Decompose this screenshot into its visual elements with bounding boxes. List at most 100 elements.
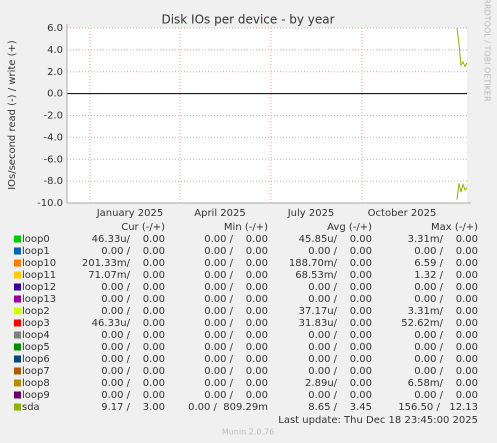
legend-value: 0.00 / 0.00 <box>101 306 165 317</box>
legend-value: 0.00 / 0.00 <box>414 282 478 293</box>
legend-value: 0.00 / 0.00 <box>308 354 372 365</box>
y-tick-label: 6.0 <box>47 23 63 34</box>
legend-value: 0.00 / 0.00 <box>308 330 372 341</box>
legend-swatch <box>14 343 21 351</box>
legend-value: 0.00 / 0.00 <box>204 258 268 269</box>
legend-value: 0.00 / 0.00 <box>204 378 268 389</box>
x-tick-label: January 2025 <box>96 208 164 219</box>
x-tick-label: April 2025 <box>194 208 245 219</box>
series-line <box>456 27 468 68</box>
legend-header: Min (-/+) <box>224 222 268 233</box>
legend-value: 156.50 / 12.13 <box>398 402 478 413</box>
x-tick-label: July 2025 <box>287 208 335 219</box>
legend-value: 0.00 / 0.00 <box>204 246 268 257</box>
legend-value: 0.00 / 0.00 <box>204 354 268 365</box>
last-update: Last update: Thu Dec 18 23:45:00 2025 <box>278 415 478 426</box>
legend-value: 71.07m/ 0.00 <box>88 270 165 281</box>
legend-value: 0.00 / 0.00 <box>308 294 372 305</box>
legend-name: loop13 <box>22 294 56 305</box>
y-tick-label: -4.0 <box>43 132 63 143</box>
legend-swatch <box>14 259 21 267</box>
legend-value: 6.58m/ 0.00 <box>408 378 478 389</box>
legend-value: 0.00 / 0.00 <box>414 342 478 353</box>
legend-value: 68.53m/ 0.00 <box>295 270 372 281</box>
legend-value: 0.00 / 0.00 <box>414 390 478 401</box>
legend-value: 0.00 / 0.00 <box>101 390 165 401</box>
legend-swatch <box>14 283 21 291</box>
legend-value: 3.31m/ 0.00 <box>408 306 478 317</box>
footer: Munin 2.0.76 <box>222 428 274 437</box>
legend-value: 0.00 / 0.00 <box>308 390 372 401</box>
legend-swatch <box>14 355 21 363</box>
legend-header: Max (-/+) <box>431 222 478 233</box>
legend-value: 188.70m/ 0.00 <box>289 258 372 269</box>
legend-value: 8.65 / 3.45 <box>308 402 372 413</box>
y-tick-label: -6.0 <box>43 154 63 165</box>
legend-swatch <box>14 403 21 411</box>
legend-name: loop10 <box>22 258 56 269</box>
legend-value: 6.59 / 0.00 <box>414 258 478 269</box>
y-tick-label: 0.0 <box>47 89 63 100</box>
legend-name: loop5 <box>22 342 50 353</box>
legend-value: 45.85u/ 0.00 <box>299 234 372 245</box>
legend-value: 52.62m/ 0.00 <box>401 318 478 329</box>
legend-value: 31.83u/ 0.00 <box>299 318 372 329</box>
legend-value: 0.00 / 0.00 <box>308 246 372 257</box>
legend-swatch <box>14 307 21 315</box>
legend-value: 0.00 / 0.00 <box>204 342 268 353</box>
y-axis-label: IOs/second read (-) / write (+) <box>7 40 18 190</box>
legend-name: sda <box>22 402 40 413</box>
legend-swatch <box>14 319 21 327</box>
legend-value: 0.00 / 0.00 <box>204 282 268 293</box>
legend-value: 0.00 / 0.00 <box>204 270 268 281</box>
legend-name: loop12 <box>22 282 56 293</box>
legend-value: 0.00 / 0.00 <box>414 330 478 341</box>
legend-swatch <box>14 379 21 387</box>
legend-value: 0.00 / 0.00 <box>101 342 165 353</box>
legend-value: 1.32 / 0.00 <box>414 270 478 281</box>
legend-value: 0.00 / 0.00 <box>414 294 478 305</box>
legend-swatch <box>14 331 21 339</box>
legend-value: 0.00 / 0.00 <box>204 234 268 245</box>
legend-value: 0.00 / 0.00 <box>308 366 372 377</box>
legend-value: 0.00 / 0.00 <box>101 378 165 389</box>
legend-name: loop8 <box>22 378 50 389</box>
legend-value: 0.00 / 0.00 <box>204 390 268 401</box>
y-tick-label: -8.0 <box>43 176 63 187</box>
legend-value: 0.00 / 0.00 <box>204 330 268 341</box>
y-tick-label: 4.0 <box>47 45 63 56</box>
legend-swatch <box>14 271 21 279</box>
legend-name: loop1 <box>22 246 50 257</box>
legend-value: 2.89u/ 0.00 <box>305 378 372 389</box>
legend-swatch <box>14 295 21 303</box>
legend-swatch <box>14 391 21 399</box>
legend-value: 0.00 / 0.00 <box>101 294 165 305</box>
legend-value: 201.33m/ 0.00 <box>82 258 165 269</box>
legend-name: loop9 <box>22 390 50 401</box>
legend-value: 0.00 / 0.00 <box>101 330 165 341</box>
legend-value: 0.00 / 0.00 <box>101 282 165 293</box>
chart-title: Disk IOs per device - by year <box>161 13 334 27</box>
legend-name: loop2 <box>22 306 50 317</box>
legend-value: 0.00 / 0.00 <box>308 342 372 353</box>
legend-value: 0.00 / 0.00 <box>414 246 478 257</box>
legend-value: 0.00 / 0.00 <box>308 282 372 293</box>
series-line <box>456 182 468 200</box>
legend-value: 0.00 / 0.00 <box>204 294 268 305</box>
legend-value: 0.00 / 0.00 <box>204 318 268 329</box>
legend-header: Cur (-/+) <box>121 222 165 233</box>
legend-value: 9.17 / 3.00 <box>101 402 165 413</box>
legend-name: loop0 <box>22 234 50 245</box>
legend-name: loop3 <box>22 318 50 329</box>
legend-name: loop6 <box>22 354 50 365</box>
legend-value: 0.00 / 0.00 <box>414 366 478 377</box>
legend-value: 0.00 / 0.00 <box>414 354 478 365</box>
legend-value: 0.00 / 809.29m <box>188 402 268 413</box>
y-tick-label: 2.0 <box>47 67 63 78</box>
legend-swatch <box>14 247 21 255</box>
legend-value: 0.00 / 0.00 <box>101 246 165 257</box>
x-tick-label: October 2025 <box>368 208 437 219</box>
legend-value: 37.17u/ 0.00 <box>299 306 372 317</box>
